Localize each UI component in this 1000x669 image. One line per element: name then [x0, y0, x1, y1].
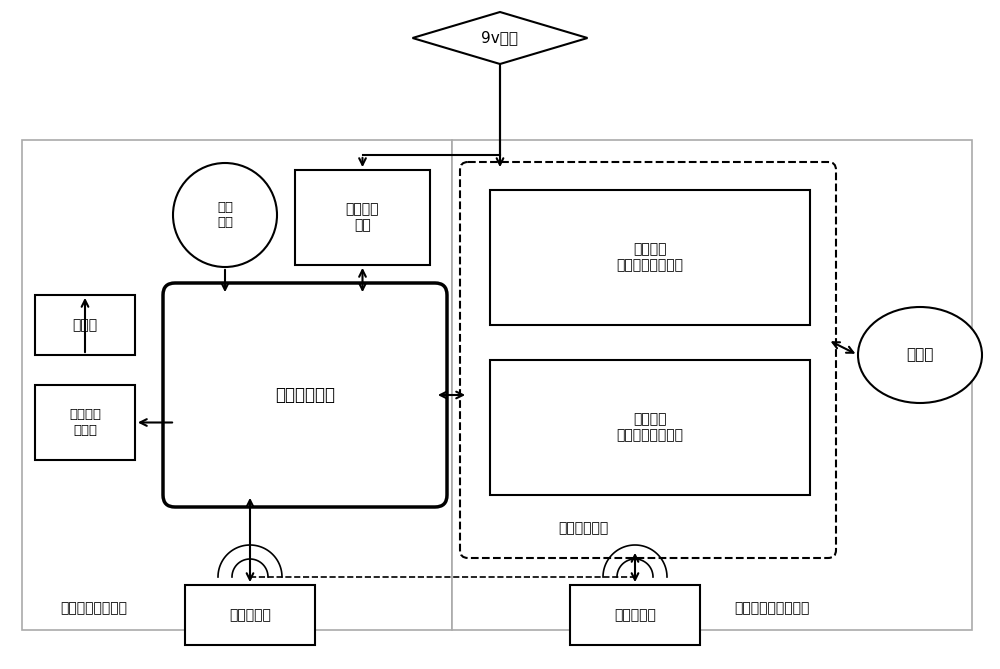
FancyBboxPatch shape	[295, 170, 430, 265]
Text: 伺服电机
控制台: 伺服电机 控制台	[69, 409, 101, 436]
Text: 自动射击控制系统: 自动射击控制系统	[60, 601, 127, 615]
Text: 弹着点的
环数自动识别电路: 弹着点的 环数自动识别电路	[616, 412, 684, 443]
FancyBboxPatch shape	[452, 140, 972, 630]
Text: 弹着点的
方位自动识别电路: 弹着点的 方位自动识别电路	[616, 242, 684, 272]
FancyBboxPatch shape	[490, 190, 810, 325]
FancyBboxPatch shape	[460, 162, 836, 558]
Text: 激光枪: 激光枪	[72, 318, 98, 332]
Text: 无线模块一: 无线模块一	[229, 608, 271, 622]
Text: 矩阵
键盘: 矩阵 键盘	[217, 201, 233, 229]
Text: 识别用单片机: 识别用单片机	[558, 521, 608, 535]
FancyBboxPatch shape	[570, 585, 700, 645]
FancyBboxPatch shape	[35, 295, 135, 355]
Ellipse shape	[858, 307, 982, 403]
Text: 摄像头: 摄像头	[906, 347, 934, 363]
Polygon shape	[413, 12, 588, 64]
FancyBboxPatch shape	[490, 360, 810, 495]
Text: 9v电池: 9v电池	[482, 31, 518, 45]
Text: 控制用单片机: 控制用单片机	[275, 386, 335, 404]
Ellipse shape	[173, 163, 277, 267]
FancyBboxPatch shape	[163, 283, 447, 507]
Text: 弹着点自动识别系统: 弹着点自动识别系统	[735, 601, 810, 615]
Text: 无线模块二: 无线模块二	[614, 608, 656, 622]
Text: 液晶显示
模块: 液晶显示 模块	[346, 203, 379, 233]
FancyBboxPatch shape	[22, 140, 452, 630]
FancyBboxPatch shape	[185, 585, 315, 645]
FancyBboxPatch shape	[35, 385, 135, 460]
